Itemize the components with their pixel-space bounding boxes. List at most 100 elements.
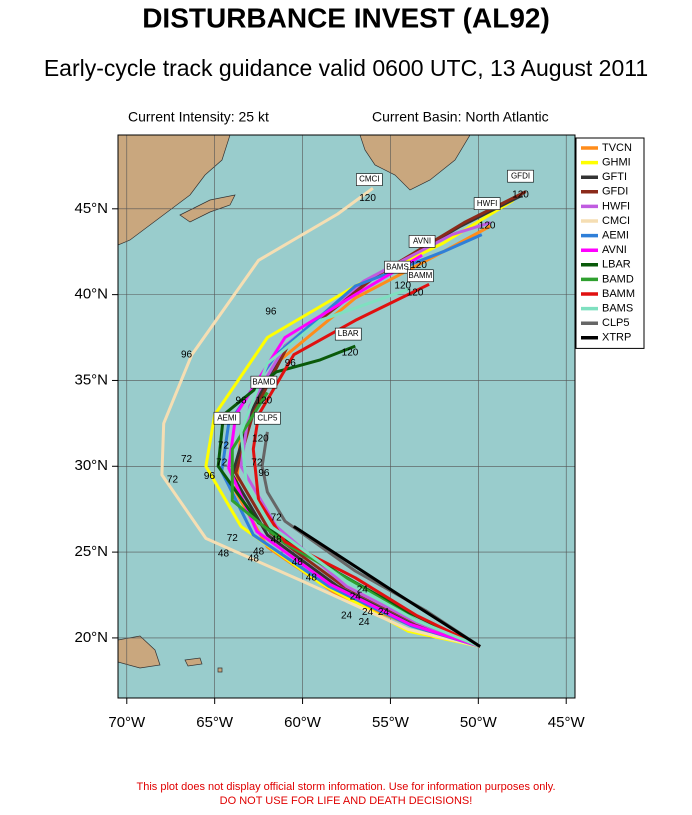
label-box-text: AVNI [413, 237, 431, 246]
hour-label: 24 [378, 607, 390, 618]
label-box-text: AEMI [217, 413, 237, 422]
hour-label: 24 [362, 607, 374, 618]
label-box [334, 327, 362, 341]
hour-label: 120 [410, 260, 427, 271]
x-tick-label: 70°W [108, 714, 146, 731]
hour-label: 48 [292, 557, 304, 568]
label-box-text: CMCI [359, 175, 379, 184]
y-tick-label: 35°N [74, 371, 108, 388]
hour-label: 120 [252, 433, 269, 444]
disclaimer: This plot does not display official stor… [136, 781, 555, 793]
track-line [251, 282, 481, 648]
track-line [239, 288, 481, 648]
hour-label: 72 [227, 533, 239, 544]
y-tick-label: 45°N [74, 200, 108, 217]
chart-title: DISTURBANCE INVEST (AL92) [142, 2, 550, 33]
disclaimer: DO NOT USE FOR LIFE AND DEATH DECISIONS! [220, 795, 473, 807]
hour-label: 24 [359, 617, 371, 628]
chart-subtitle: Early-cycle track guidance valid 0600 UT… [44, 55, 648, 81]
hour-label: 48 [306, 572, 318, 583]
hour-label: 72 [271, 512, 283, 523]
label-box [408, 235, 436, 248]
legend-label: AEMI [602, 230, 629, 242]
legend-label: XTRP [602, 332, 631, 344]
hour-label: 24 [357, 585, 369, 596]
label-box [507, 169, 534, 183]
hour-label: 48 [248, 554, 260, 565]
x-tick-label: 60°W [284, 714, 322, 731]
y-tick-label: 20°N [74, 629, 108, 646]
legend-label: GHMI [602, 157, 631, 169]
label-box-text: HWFI [477, 199, 497, 208]
hour-label: 72 [167, 475, 179, 486]
y-tick-label: 25°N [74, 543, 108, 560]
label-box [213, 411, 241, 425]
label-box [407, 269, 434, 283]
legend-label: HWFI [602, 200, 630, 212]
hour-label: 72 [181, 454, 193, 465]
hour-label: 120 [407, 288, 424, 299]
intensity: Current Intensity: 25 kt [128, 109, 269, 125]
x-tick-label: 55°W [372, 714, 410, 731]
label-box-text: BAMS [386, 262, 409, 271]
hour-label: 72 [216, 457, 228, 468]
hour-label: 48 [218, 548, 230, 559]
track-line [216, 344, 481, 648]
legend-label: BAMD [602, 273, 634, 285]
x-tick-label: 50°W [460, 714, 498, 731]
label-box-text: LBAR [338, 329, 359, 338]
track-line [292, 525, 481, 648]
hour-label: 72 [218, 440, 230, 451]
legend-label: BAMM [602, 288, 635, 300]
hour-label: 48 [271, 535, 283, 546]
x-tick-label: 65°W [196, 714, 234, 731]
legend-label: GFDI [602, 186, 628, 198]
hour-label: 120 [256, 396, 273, 407]
hour-label: 96 [285, 358, 297, 369]
hour-label: 120 [394, 281, 411, 292]
land [118, 135, 471, 673]
hour-label: 96 [181, 349, 193, 360]
legend-box [575, 137, 645, 349]
label-box [473, 197, 501, 210]
label-box [254, 411, 281, 425]
hour-label: 96 [258, 468, 270, 479]
legend-label: AVNI [602, 244, 627, 256]
track-line [227, 253, 481, 648]
y-tick-label: 30°N [74, 457, 108, 474]
track-line [239, 221, 492, 648]
legend-label: CLP5 [602, 317, 630, 329]
label-box [384, 260, 411, 274]
track-line [160, 186, 481, 648]
label-box-text: GFDI [511, 171, 530, 180]
y-tick-label: 40°N [74, 286, 108, 303]
hour-label: 120 [512, 190, 529, 201]
hour-label: 48 [253, 547, 265, 558]
hour-label: 96 [265, 306, 277, 317]
hour-label: 24 [350, 591, 362, 602]
hour-label: 120 [359, 193, 376, 204]
hour-label: 72 [251, 457, 263, 468]
x-tick-label: 45°W [548, 714, 586, 731]
label-box-text: BAMD [252, 377, 275, 386]
legend-label: TVCN [602, 142, 632, 154]
legend: TVCN GHMI GFTI GFDI HWFI CMCI AEMI AVNI LBAR BAMD… [575, 137, 645, 349]
hour-label: 120 [479, 221, 496, 232]
basin: Current Basin: North Atlantic [372, 109, 549, 125]
legend-label: LBAR [602, 259, 631, 271]
ocean [118, 135, 575, 698]
hour-label: 24 [341, 610, 353, 621]
hour-label: 96 [204, 471, 216, 482]
hour-label: 120 [342, 348, 359, 359]
label-box-text: BAMM [408, 271, 432, 280]
legend-label: GFTI [602, 171, 627, 183]
plot-frame [117, 134, 576, 699]
label-box-text: CLP5 [257, 413, 278, 422]
label-box [250, 375, 278, 389]
legend-label: BAMS [602, 303, 633, 315]
legend-label: CMCI [602, 215, 630, 227]
hour-label: 96 [235, 396, 247, 407]
label-box [356, 173, 383, 186]
